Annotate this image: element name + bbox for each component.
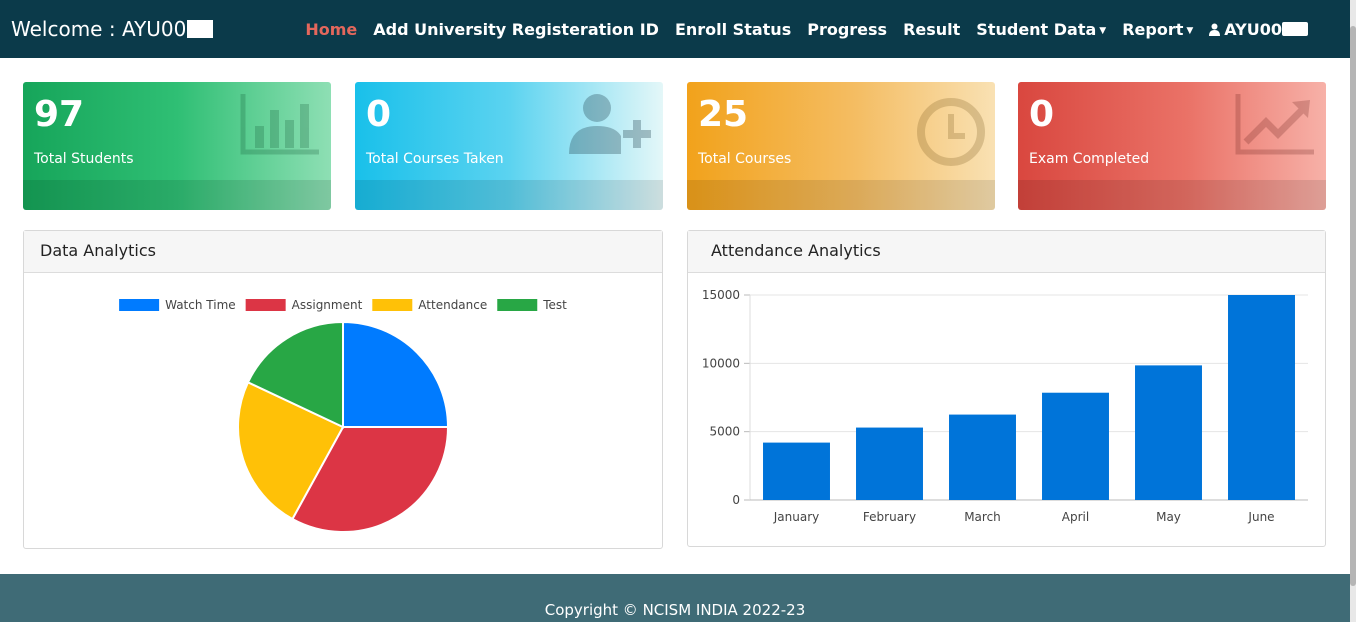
- bar: [856, 427, 923, 500]
- user-name: AYU00: [1224, 20, 1282, 39]
- y-tick-label: 5000: [709, 425, 740, 439]
- page-scrollbar[interactable]: [1350, 0, 1356, 622]
- bar: [1135, 365, 1202, 500]
- top-navbar: Welcome : AYU00 Home Add University Regi…: [0, 0, 1350, 58]
- attendance-analytics-panel: Attendance Analytics 0 5000 10000 15000 Janu…: [687, 230, 1326, 547]
- y-tick-label: 15000: [702, 288, 740, 302]
- stat-card-total-courses: 25 Total Courses: [687, 82, 995, 210]
- nav-report-label: Report: [1122, 20, 1184, 39]
- stat-card-exam-completed: 0 Exam Completed: [1018, 82, 1326, 210]
- nav-student-data-dropdown[interactable]: Student Data ▼: [976, 20, 1106, 39]
- user-icon: [1209, 23, 1221, 36]
- stat-card-total-courses-taken: 0 Total Courses Taken: [355, 82, 663, 210]
- legend-label: Watch Time: [165, 298, 236, 312]
- legend-label: Attendance: [418, 298, 487, 312]
- legend-swatch: [497, 299, 538, 311]
- scrollbar-thumb[interactable]: [1350, 26, 1356, 586]
- card-footer[interactable]: [1018, 180, 1326, 210]
- stat-label: Exam Completed: [1029, 151, 1150, 167]
- x-tick-label: February: [863, 510, 916, 524]
- bar: [763, 442, 830, 500]
- nav-menu: Home Add University Registeration ID Enr…: [305, 20, 1308, 39]
- data-analytics-pie-chart: Watch Time Assignment Attendance Test: [119, 298, 567, 533]
- y-tick-label: 0: [732, 493, 740, 507]
- attendance-bar-chart: 0 5000 10000 15000 January February March April…: [702, 288, 1308, 524]
- stat-value: 97: [34, 94, 85, 135]
- welcome-title: Welcome : AYU00: [11, 17, 214, 41]
- nav-progress[interactable]: Progress: [807, 20, 888, 39]
- caret-down-icon: ▼: [1099, 26, 1107, 36]
- user-plus-icon: [569, 94, 651, 154]
- legend-label: Test: [542, 298, 567, 312]
- caret-down-icon: ▼: [1186, 26, 1194, 36]
- y-tick-label: 10000: [702, 356, 740, 370]
- stat-value: 0: [366, 94, 392, 135]
- clock-icon: [917, 98, 985, 166]
- bar: [1228, 295, 1295, 500]
- pie-slice: [342, 320, 450, 428]
- stat-value: 25: [698, 94, 749, 135]
- redacted-block: [187, 20, 214, 38]
- nav-home[interactable]: Home: [305, 20, 358, 39]
- redacted-block: [1282, 22, 1308, 36]
- line-chart-icon: [1235, 94, 1314, 155]
- bar-chart-icon: [240, 94, 319, 155]
- legend-label: Assignment: [292, 298, 363, 312]
- card-footer[interactable]: [687, 180, 995, 210]
- stat-label: Total Courses: [698, 151, 792, 167]
- copyright-text: Copyright © NCISM INDIA 2022-23: [544, 601, 806, 619]
- nav-student-data-label: Student Data: [976, 20, 1097, 39]
- stat-value: 0: [1029, 94, 1055, 135]
- stat-label: Total Courses Taken: [366, 151, 504, 167]
- legend-swatch: [245, 299, 286, 311]
- card-footer[interactable]: [23, 180, 331, 210]
- nav-user-dropdown[interactable]: AYU00: [1209, 20, 1308, 39]
- stat-label: Total Students: [34, 151, 134, 167]
- pie-slice: [291, 426, 450, 533]
- pie-slice: [237, 380, 345, 521]
- x-tick-label: May: [1156, 510, 1181, 524]
- nav-result[interactable]: Result: [903, 20, 961, 39]
- x-tick-label: April: [1062, 510, 1089, 524]
- legend-swatch: [119, 299, 160, 311]
- card-footer[interactable]: [355, 180, 663, 210]
- page-footer: Copyright © NCISM INDIA 2022-23: [0, 574, 1350, 622]
- x-tick-label: March: [964, 510, 1001, 524]
- panel-title: Attendance Analytics: [688, 231, 1325, 273]
- x-tick-label: June: [1247, 510, 1274, 524]
- x-tick-label: January: [773, 510, 820, 524]
- pie-slice: [246, 320, 344, 429]
- bar: [949, 414, 1016, 500]
- stat-card-total-students: 97 Total Students: [23, 82, 331, 210]
- panel-title: Data Analytics: [24, 231, 662, 273]
- nav-add-university-id[interactable]: Add University Registeration ID: [373, 20, 659, 39]
- legend-swatch: [372, 299, 413, 311]
- nav-report-dropdown[interactable]: Report ▼: [1122, 20, 1193, 39]
- nav-enroll-status[interactable]: Enroll Status: [674, 20, 792, 39]
- bar: [1042, 392, 1109, 500]
- data-analytics-panel: Data Analytics Watch Time Assignment Atten…: [23, 230, 663, 549]
